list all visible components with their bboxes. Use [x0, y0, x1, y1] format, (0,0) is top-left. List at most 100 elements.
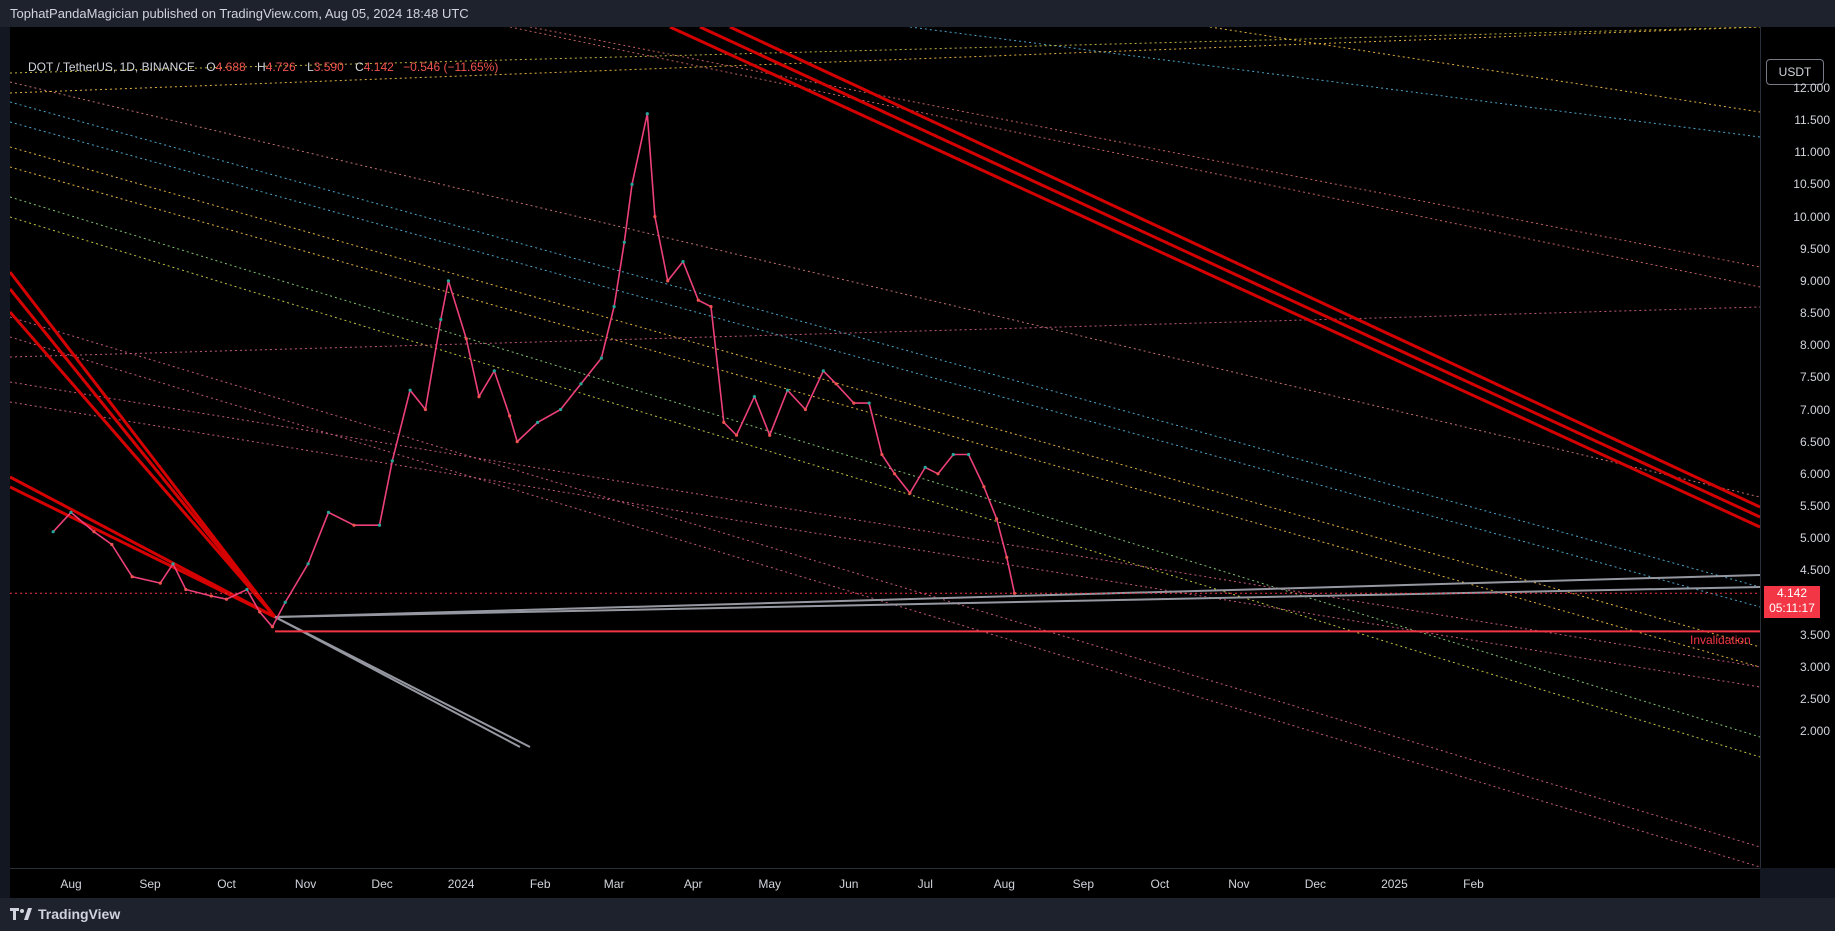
price-tick-10: 7.000	[1799, 402, 1830, 417]
price-point-1	[69, 510, 73, 514]
price-tick-8: 8.000	[1799, 338, 1830, 353]
publisher-bar: TophatPandaMagician published on Trading…	[0, 0, 1835, 27]
price-point-15	[326, 510, 331, 514]
price-axis[interactable]: USDT 12.000 11.500 11.000 10.500 10.000 9.500…	[1760, 27, 1835, 868]
fib-channel-line-16	[10, 381, 1760, 668]
chart-pane[interactable]: DOT / TetherUS, 1D, BINANCE O4.688 H4.72…	[10, 27, 1760, 868]
red-trendline-5	[10, 311, 277, 618]
red-trendline-3	[10, 271, 277, 618]
close-value: 4.142	[363, 60, 394, 74]
price-point-11	[258, 610, 262, 614]
time-tick-11: Jul	[917, 877, 933, 891]
price-point-17	[377, 523, 382, 527]
price-point-12	[270, 625, 274, 629]
red-trendline-0	[669, 27, 1760, 529]
time-tick-4: Dec	[371, 877, 393, 891]
price-point-13	[283, 600, 287, 605]
red-trendline-2	[729, 27, 1760, 509]
close-label: C	[355, 60, 364, 74]
high-value: 4.726	[265, 60, 296, 74]
time-tick-6: Feb	[529, 877, 551, 891]
price-point-40	[709, 305, 713, 309]
price-point-2	[92, 530, 96, 534]
price-point-18	[390, 459, 394, 463]
price-tick-2: 11.000	[1794, 145, 1830, 160]
price-tick-5: 9.500	[1799, 241, 1830, 256]
price-point-47	[821, 369, 825, 373]
price-point-35	[645, 112, 649, 116]
red-trendline-1	[699, 27, 1760, 519]
time-tick-14: Oct	[1150, 877, 1170, 891]
support-line-1	[274, 586, 1760, 618]
price-point-59	[995, 517, 999, 521]
time-axis[interactable]: Aug Sep Oct Nov Dec 2024 Feb Mar Apr May Jun Jul Aug…	[10, 868, 1760, 899]
price-tick-3: 10.500	[1793, 177, 1830, 192]
price-point-60	[1005, 555, 1009, 560]
currency-button[interactable]: USDT	[1766, 59, 1824, 85]
low-value: 3.590	[313, 60, 344, 74]
price-point-52	[893, 472, 897, 476]
support-line-0	[274, 574, 1760, 618]
price-point-25	[492, 369, 496, 373]
fib-channel-line-2	[10, 101, 1760, 588]
time-tick-18: Feb	[1463, 877, 1484, 891]
time-tick-17: 2025	[1381, 877, 1408, 891]
price-line-series	[52, 113, 1016, 629]
price-point-36	[653, 215, 657, 219]
price-point-5	[158, 581, 162, 585]
chart-canvas[interactable]	[10, 27, 1760, 868]
open-label: O	[206, 60, 216, 74]
price-point-28	[536, 420, 540, 424]
price-point-45	[785, 388, 790, 392]
open-value: 4.688	[215, 60, 246, 74]
price-point-9	[224, 597, 229, 601]
fib-channel-line-15	[10, 306, 1760, 358]
invalidation-label: Invalidation	[1690, 633, 1751, 648]
fib-channel-line-5	[10, 196, 1760, 738]
fib-channel-line-8	[10, 336, 1760, 868]
price-tick-9: 7.500	[1799, 370, 1830, 385]
price-point-44	[768, 433, 772, 437]
symbol-name: DOT / TetherUS, 1D, BINANCE	[28, 60, 195, 74]
brand-name: TradingView	[38, 906, 121, 922]
time-tick-0: Aug	[60, 877, 82, 891]
bar-countdown: 05:11:17	[1769, 601, 1815, 616]
price-point-16	[352, 523, 356, 527]
price-point-29	[559, 407, 563, 412]
time-tick-1: Sep	[139, 877, 161, 891]
price-tick-4: 10.000	[1793, 209, 1830, 224]
price-point-22	[446, 279, 450, 283]
price-point-54	[923, 465, 927, 469]
fib-channel-line-10	[529, 27, 1760, 268]
fib-channel-line-0	[10, 146, 1760, 648]
price-point-32	[612, 305, 616, 309]
time-tick-16: Dec	[1304, 877, 1327, 891]
price-tick-0: 12.000	[1793, 81, 1830, 95]
time-tick-10: Jun	[839, 877, 859, 891]
price-point-55	[936, 472, 940, 476]
price-tick-15: 4.500	[1799, 563, 1830, 578]
price-point-43	[752, 395, 757, 399]
price-point-42	[734, 433, 739, 437]
price-point-48	[834, 382, 838, 386]
price-point-39	[696, 298, 700, 302]
current-price-value: 4.142	[1776, 586, 1808, 601]
time-tick-5: 2024	[447, 877, 475, 891]
price-point-8	[209, 594, 213, 598]
time-tick-13: Sep	[1072, 877, 1095, 891]
fib-channel-line-12	[1209, 27, 1760, 113]
price-point-41	[722, 420, 726, 424]
red-trendline-4	[10, 288, 277, 618]
price-point-50	[867, 401, 871, 405]
price-point-26	[508, 414, 512, 418]
price-tick-6: 9.000	[1799, 273, 1830, 288]
price-point-58	[982, 485, 986, 489]
time-tick-15: Nov	[1228, 877, 1250, 891]
footer-bar: TradingView	[0, 898, 1835, 931]
fib-channel-line-6	[10, 216, 1760, 758]
price-point-51	[880, 452, 884, 457]
price-tick-7: 8.500	[1799, 306, 1830, 321]
price-tick-14: 5.000	[1799, 531, 1830, 546]
price-point-38	[681, 260, 685, 264]
price-point-4	[130, 575, 134, 579]
